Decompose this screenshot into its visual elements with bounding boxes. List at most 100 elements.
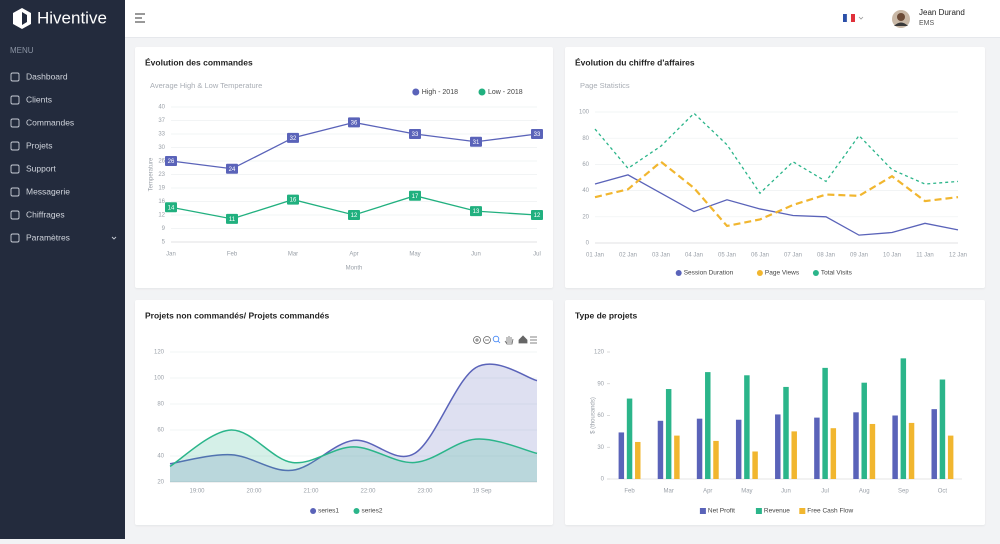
legend-label: Total Visits bbox=[821, 270, 853, 277]
bar bbox=[900, 358, 907, 479]
menu-toggle[interactable] bbox=[135, 13, 145, 23]
card: Évolution des commandes Average High & Lo… bbox=[135, 47, 553, 288]
bar bbox=[752, 451, 758, 479]
y-tick-label: 60 bbox=[582, 162, 589, 168]
bar bbox=[830, 428, 837, 479]
bar bbox=[783, 386, 789, 479]
chart: Projets non commandés/ Projets commandés… bbox=[145, 310, 538, 515]
data-area bbox=[170, 364, 537, 482]
legend-marker bbox=[675, 270, 682, 276]
bar bbox=[674, 435, 680, 479]
data-label: 13 bbox=[473, 209, 480, 215]
data-label: 24 bbox=[229, 167, 236, 173]
y-tick-label: 40 bbox=[157, 454, 164, 460]
legend-marker bbox=[799, 508, 806, 514]
bar bbox=[931, 409, 937, 479]
y-tick-label: 16 bbox=[158, 199, 165, 205]
x-tick-label: Aug bbox=[859, 489, 870, 495]
menu-item[interactable]: Paramètres bbox=[26, 232, 70, 242]
menu-icon bbox=[10, 187, 20, 197]
x-tick-label: 19 Sep bbox=[472, 489, 492, 495]
y-tick-label: 100 bbox=[154, 376, 165, 382]
bar bbox=[861, 382, 867, 479]
x-tick-label: Jan bbox=[166, 252, 176, 258]
legend-label: Page Views bbox=[765, 270, 800, 277]
y-axis-label: $ (thousands) bbox=[591, 397, 597, 434]
bar bbox=[939, 379, 946, 479]
x-tick-label: 01 Jan bbox=[586, 253, 604, 259]
chart: Évolution du chiffre d'affaires Page Stat… bbox=[575, 57, 967, 277]
legend-label: series2 bbox=[362, 508, 383, 515]
bar bbox=[705, 372, 711, 479]
menu-item[interactable]: Messagerie bbox=[26, 186, 70, 196]
x-tick-label: 04 Jan bbox=[685, 253, 703, 259]
card: Évolution du chiffre d'affaires Page Stat… bbox=[565, 47, 985, 288]
y-tick-label: 20 bbox=[157, 480, 164, 486]
menu-item[interactable]: Dashboard bbox=[26, 71, 68, 81]
chart-toolbar[interactable] bbox=[473, 335, 538, 345]
bar bbox=[744, 375, 750, 479]
chart-subtitle: Page Statistics bbox=[580, 81, 630, 90]
y-tick-label: 40 bbox=[582, 188, 589, 194]
data-label: 12 bbox=[534, 213, 541, 219]
menu-chevron bbox=[111, 236, 117, 240]
menu-icon bbox=[10, 164, 20, 174]
chart: Type de projets 0 30 60 90 120 $ (thousands) Fe… bbox=[575, 310, 962, 515]
legend-marker bbox=[699, 508, 706, 514]
data-label: 33 bbox=[412, 132, 419, 138]
y-tick-label: 0 bbox=[601, 477, 605, 483]
y-tick-label: 80 bbox=[157, 402, 164, 408]
language-flag[interactable] bbox=[843, 13, 864, 23]
y-tick-label: 80 bbox=[582, 136, 589, 142]
menu-icon bbox=[10, 118, 20, 128]
menu-item[interactable]: Projets bbox=[26, 140, 52, 150]
x-tick-label: 23:00 bbox=[417, 489, 433, 495]
menu-icon bbox=[10, 95, 20, 105]
menu-item[interactable]: Support bbox=[26, 163, 56, 173]
data-label: 36 bbox=[351, 121, 358, 127]
x-tick-label: Jul bbox=[533, 252, 541, 258]
menu-item[interactable]: Chiffrages bbox=[26, 209, 65, 219]
x-tick-label: Sep bbox=[898, 489, 909, 495]
data-label: 12 bbox=[351, 213, 358, 219]
user-name: Jean Durand bbox=[919, 8, 965, 17]
bar bbox=[635, 441, 641, 479]
legend-marker bbox=[812, 270, 819, 276]
bar bbox=[735, 419, 742, 479]
user-org: EMS bbox=[919, 20, 935, 27]
legend-marker bbox=[756, 270, 763, 276]
y-tick-label: 23 bbox=[158, 172, 165, 178]
legend-label: Net Profit bbox=[708, 508, 735, 515]
card-title: Évolution du chiffre d'affaires bbox=[575, 57, 695, 67]
x-tick-label: 02 Jan bbox=[619, 253, 637, 259]
x-tick-label: 20:00 bbox=[246, 489, 262, 495]
x-tick-label: Mar bbox=[663, 489, 673, 495]
y-tick-label: 60 bbox=[157, 428, 164, 434]
menu-icon bbox=[10, 72, 20, 82]
data-label: 17 bbox=[412, 194, 419, 200]
data-line bbox=[169, 429, 538, 468]
menu-item[interactable]: Commandes bbox=[26, 117, 74, 127]
bar bbox=[908, 422, 915, 479]
sidebar-content: Hiventive MENU Dashboard Clients Commandes… bbox=[10, 8, 117, 243]
y-tick-label: 60 bbox=[597, 413, 604, 419]
menu-item[interactable]: Clients bbox=[26, 94, 52, 104]
y-tick-label: 37 bbox=[158, 118, 165, 124]
x-tick-label: Jun bbox=[781, 489, 791, 495]
data-marker bbox=[470, 206, 482, 217]
bar bbox=[775, 414, 781, 479]
avatar[interactable] bbox=[892, 10, 910, 28]
legend-label: High - 2018 bbox=[422, 89, 458, 96]
y-tick-label: 5 bbox=[162, 240, 166, 246]
x-tick-label: 19:00 bbox=[189, 489, 205, 495]
bar bbox=[791, 431, 797, 479]
legend-label: Revenue bbox=[764, 508, 790, 515]
menu-icon bbox=[10, 233, 20, 243]
legend-marker bbox=[412, 88, 420, 96]
x-tick-label: 22:00 bbox=[360, 489, 376, 495]
data-marker bbox=[409, 190, 421, 201]
data-marker bbox=[348, 210, 360, 220]
data-line bbox=[170, 121, 538, 170]
brand-logo-cut bbox=[22, 12, 27, 25]
